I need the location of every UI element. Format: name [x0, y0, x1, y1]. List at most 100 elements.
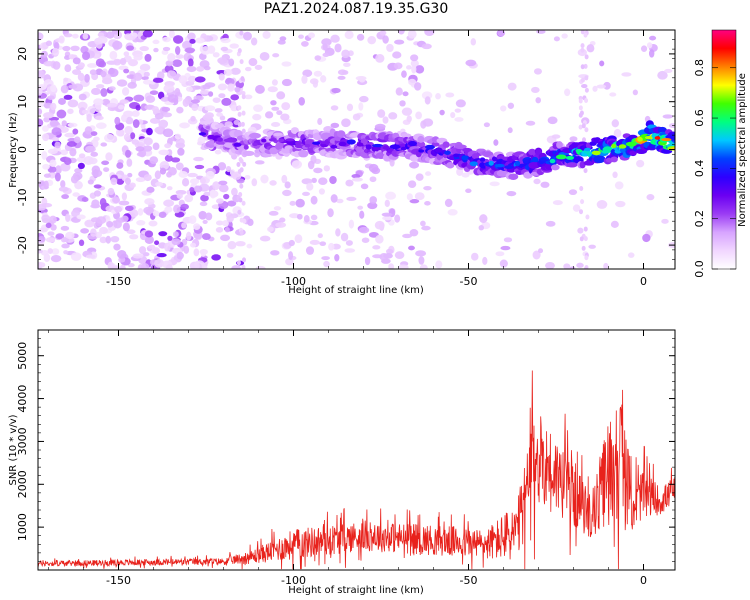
spectrogram-cell	[446, 162, 455, 169]
spectrogram-cell	[627, 252, 635, 258]
spectrogram-cell	[93, 190, 102, 197]
spectrogram-cell	[344, 248, 356, 253]
spectrogram-cell	[77, 101, 88, 111]
spectrogram-cell	[455, 99, 466, 108]
spectrogram-cell	[357, 205, 364, 210]
spectrogram-y-tick-label: -10	[16, 188, 29, 206]
spectrogram-cell	[50, 254, 62, 263]
spectrogram-cell	[91, 169, 103, 178]
spectrogram-cell	[497, 30, 506, 37]
spectrogram-cell	[556, 141, 563, 149]
spectrogram-cell	[132, 119, 140, 129]
spectrogram-cell	[646, 194, 655, 201]
spectrogram-cell	[255, 265, 266, 269]
spectrogram-cell	[275, 222, 287, 228]
spectrogram-cell	[47, 231, 55, 236]
spectrogram-cell	[576, 262, 584, 268]
spectrogram-cell	[189, 38, 196, 44]
spectrogram-cell	[230, 104, 239, 112]
spectrogram-cell	[119, 99, 130, 104]
spectrogram-cell	[183, 245, 190, 254]
spectrogram-cell	[118, 200, 130, 206]
spectrogram-cell	[49, 120, 59, 127]
spectrogram-cell	[187, 58, 194, 67]
spectrogram-cell	[105, 235, 112, 244]
spectrogram-cell	[45, 40, 53, 46]
spectrogram-cell	[72, 128, 79, 135]
spectrogram-cell	[454, 144, 467, 150]
spectrogram-cell	[599, 60, 605, 67]
spectrogram-cell	[205, 170, 215, 180]
spectrogram-cell	[314, 55, 322, 61]
spectrogram-cell	[243, 31, 252, 41]
spectrogram-cell	[282, 189, 292, 197]
spectrogram-cell	[319, 241, 327, 247]
spectrogram-cell	[126, 229, 136, 235]
spectrogram-cell	[143, 137, 153, 146]
spectrogram-cell	[247, 218, 254, 227]
spectrogram-cell	[581, 123, 586, 129]
spectrogram-cell	[61, 194, 69, 200]
spectrogram-cell	[578, 112, 583, 118]
spectrogram-cell	[67, 108, 74, 115]
spectrogram-cell	[276, 110, 283, 116]
spectrogram-cell	[596, 84, 607, 89]
spectrogram-cell	[198, 53, 207, 61]
spectrogram-cell	[583, 168, 588, 174]
spectrogram-cell	[181, 178, 190, 187]
spectrogram-cell	[447, 209, 458, 216]
spectrogram-cell	[214, 124, 224, 129]
spectrogram-cell	[221, 97, 232, 106]
spectrogram-cell	[395, 87, 403, 96]
spectrogram-cell	[196, 66, 205, 72]
spectrogram-cell	[375, 234, 384, 244]
spectrogram-cell	[204, 82, 216, 88]
spectrogram-cell	[152, 247, 161, 254]
spectrogram-ridge-cell	[198, 132, 207, 136]
spectrogram-cell	[217, 162, 227, 171]
spectrogram-cell	[367, 35, 377, 45]
spectrogram-cell	[241, 110, 246, 116]
snr-x-ticks: -150 -100 -50 0	[48, 330, 647, 587]
spectrogram-cell	[401, 133, 412, 138]
spectrogram-cell	[124, 33, 133, 40]
spectrogram-cell	[375, 54, 385, 63]
spectrogram-cell	[318, 188, 325, 195]
spectrogram-cell	[241, 94, 246, 100]
spectrogram-cell	[72, 57, 81, 65]
spectrogram-cell	[38, 235, 46, 243]
spectrogram-cell	[95, 84, 105, 89]
spectrogram-cell	[581, 84, 588, 89]
spectrogram-cell	[72, 33, 79, 39]
spectrogram-cell	[125, 205, 134, 212]
spectrogram-cell	[60, 162, 71, 172]
spectrogram-cell	[199, 201, 208, 207]
spectrogram-cell	[592, 85, 598, 92]
spectrogram-cell	[327, 208, 334, 218]
spectrogram-cell	[374, 123, 386, 130]
spectrogram-cell	[140, 75, 149, 80]
spectrogram-cell	[435, 93, 441, 100]
spectrogram-cell	[351, 174, 361, 179]
spectrogram-cell	[418, 256, 425, 265]
spectrogram-cell	[56, 109, 67, 119]
spectrogram-cell	[580, 47, 585, 53]
spectrogram-cell	[220, 46, 229, 52]
spectrogram-cell	[193, 223, 201, 230]
spectrogram-cell	[109, 50, 118, 60]
spectrogram-cell	[189, 178, 200, 185]
spectrogram-cell	[388, 112, 398, 120]
spectrogram-cell	[42, 133, 50, 142]
spectrogram-cell	[155, 181, 164, 187]
spectrogram-cell	[43, 180, 49, 190]
spectrogram-cell	[90, 228, 97, 237]
spectrogram-cell	[612, 171, 618, 179]
spectrogram-cell	[348, 219, 355, 229]
spectrogram-ridge-cell	[495, 163, 505, 168]
snr-x-tick-label: -100	[281, 574, 306, 587]
spectrogram-cell	[507, 127, 513, 134]
spectrogram-cell	[125, 116, 134, 125]
spectrogram-cell	[144, 230, 154, 238]
spectrogram-cell	[424, 96, 431, 105]
spectrogram-cell	[450, 111, 456, 119]
